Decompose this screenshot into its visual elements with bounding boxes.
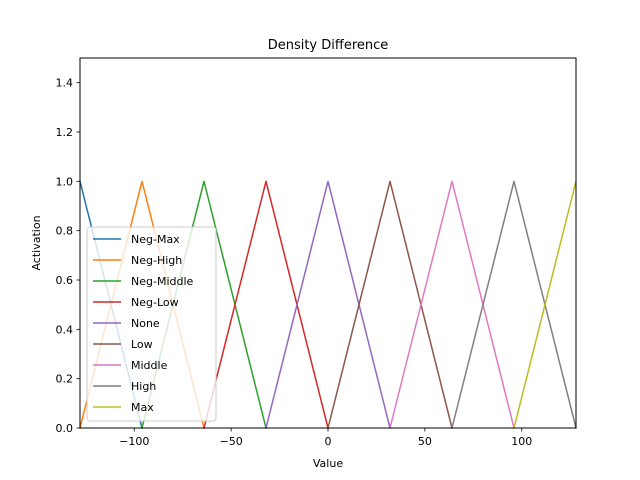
y-tick-label: 0.4 (56, 323, 74, 336)
x-tick-label: −50 (220, 435, 243, 448)
x-tick-label: −100 (119, 435, 149, 448)
x-tick-label: 100 (511, 435, 532, 448)
legend-label: Neg-Max (131, 233, 180, 246)
x-tick-label: 50 (418, 435, 432, 448)
series-line-middle (389, 180, 515, 429)
y-axis: 0.0 0.2 0.4 0.6 0.8 1.0 1.2 1.4 (56, 77, 80, 435)
legend-label: Neg-High (131, 254, 182, 267)
y-tick-label: 1.0 (56, 175, 74, 188)
legend-label: Middle (131, 359, 168, 372)
x-tick-label: 0 (325, 435, 332, 448)
legend-label: Max (131, 401, 154, 414)
legend-box (86, 226, 217, 422)
x-axis: −100 −50 0 50 100 (119, 428, 532, 448)
series-line-max (513, 180, 577, 429)
chart-title: Density Difference (268, 38, 389, 53)
series-line-low (327, 180, 453, 429)
y-tick-label: 0.0 (56, 422, 74, 435)
y-tick-label: 0.8 (56, 225, 74, 238)
legend-label: Neg-Low (131, 296, 179, 309)
legend-label: None (131, 317, 160, 330)
series-line-none (265, 180, 391, 429)
series-line-neg-low (203, 180, 329, 429)
y-tick-label: 0.6 (56, 274, 74, 287)
legend-label: Low (131, 338, 153, 351)
legend: Neg-Max Neg-High Neg-Middle Neg-Low None Low M… (86, 226, 217, 422)
x-axis-label: Value (313, 457, 343, 470)
y-tick-label: 1.4 (56, 77, 74, 90)
series-line-high (451, 180, 577, 429)
legend-label: High (131, 380, 156, 393)
y-tick-label: 1.2 (56, 126, 74, 139)
y-axis-label: Activation (30, 215, 43, 270)
legend-label: Neg-Middle (131, 275, 194, 288)
y-tick-label: 0.2 (56, 373, 74, 386)
